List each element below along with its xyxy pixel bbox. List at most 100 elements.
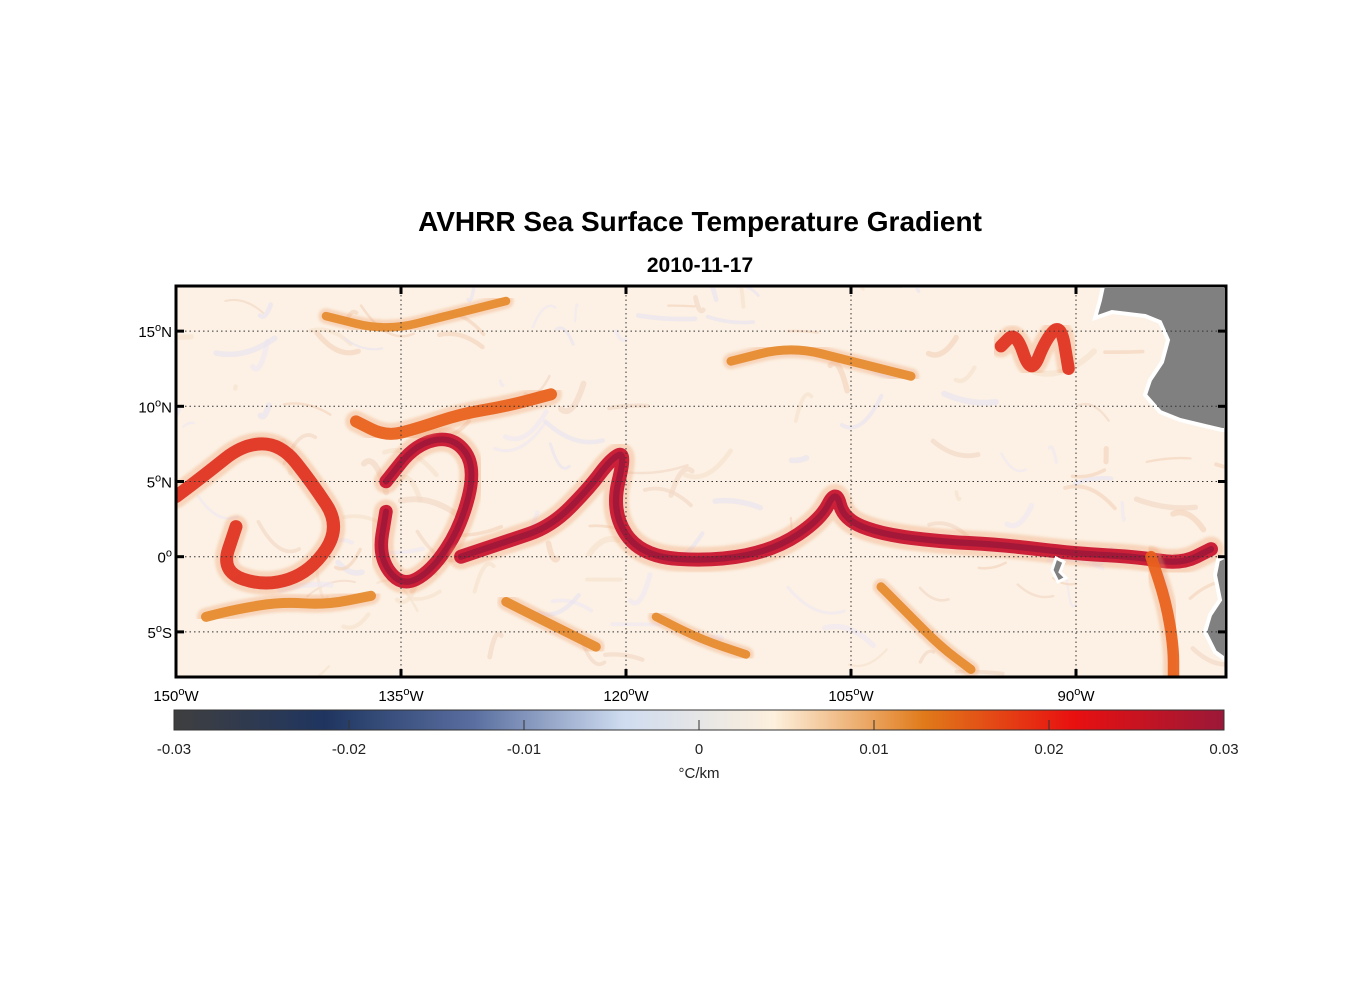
texture-streak xyxy=(1051,577,1077,586)
texture-streak xyxy=(667,304,696,308)
texture-streak xyxy=(712,497,763,511)
texture-streak xyxy=(333,547,362,571)
texture-streak xyxy=(614,329,628,343)
texture-streak xyxy=(1120,500,1126,522)
lon-label: 150oW xyxy=(153,686,199,705)
texture-streak xyxy=(603,652,645,662)
texture-streak xyxy=(182,421,195,428)
map-plot-area xyxy=(176,286,1226,677)
front-line xyxy=(350,388,557,440)
front-line xyxy=(876,582,976,674)
texture-streak xyxy=(1077,402,1110,422)
texture-streak xyxy=(628,572,653,606)
texture-streak xyxy=(314,330,361,356)
map-title: AVHRR Sea Surface Temperature Gradient xyxy=(418,206,982,237)
latitude-labels: 15oN 10oN 5oN 0o 5oS xyxy=(138,322,172,642)
texture-streak xyxy=(1145,456,1192,464)
front-line xyxy=(994,323,1075,375)
texture-streak xyxy=(793,392,814,423)
texture-streak xyxy=(341,612,371,630)
texture-streak xyxy=(335,559,365,576)
front-core xyxy=(378,436,475,585)
texture-streak xyxy=(224,298,265,314)
texture-streak xyxy=(930,438,981,459)
axis-ticks xyxy=(174,286,1226,677)
texture-streak xyxy=(256,519,301,554)
texture-streak xyxy=(554,326,575,346)
texture-streak xyxy=(607,403,650,411)
texture-streak xyxy=(693,295,706,314)
texture-streak xyxy=(1214,462,1226,470)
lon-label: 135oW xyxy=(378,686,424,705)
texture-streak xyxy=(437,331,485,350)
texture-streak xyxy=(642,486,693,508)
texture-streak xyxy=(543,419,605,445)
texture-streak xyxy=(1073,476,1114,486)
texture-streak xyxy=(531,304,557,329)
texture-streak xyxy=(822,623,876,648)
texture-streak xyxy=(1103,349,1145,355)
landmass xyxy=(902,286,1226,663)
texture-streak xyxy=(788,455,810,464)
texture-streak xyxy=(472,561,496,594)
texture-streak xyxy=(954,490,962,502)
south-america-coast xyxy=(1202,553,1226,663)
lon-label: 120oW xyxy=(603,686,649,705)
texture-streak xyxy=(668,466,695,498)
texture-streak xyxy=(1190,646,1226,667)
texture-streak xyxy=(466,286,476,303)
texture-streak xyxy=(709,286,719,303)
front-line xyxy=(1145,550,1180,677)
front-core xyxy=(457,451,1215,565)
texture-streak xyxy=(574,303,579,323)
texture-streak xyxy=(1047,445,1058,464)
lon-label: 90oW xyxy=(1058,686,1096,705)
galapagos-islands xyxy=(1050,555,1069,585)
texture-streak xyxy=(257,302,273,319)
front-line xyxy=(321,296,511,332)
colorbar-tick-label: 0.02 xyxy=(1034,741,1063,758)
texture-streak xyxy=(1070,468,1107,479)
front-line xyxy=(501,597,601,652)
map-subtitle: 2010-11-17 xyxy=(646,254,754,277)
texture-streak xyxy=(635,313,698,322)
lon-label: 105oW xyxy=(828,686,874,705)
texture-streak xyxy=(493,421,547,453)
texture-streak xyxy=(682,448,733,480)
texture-streak xyxy=(953,365,977,384)
colorbar-tick-label: -0.02 xyxy=(332,741,366,758)
texture-streak xyxy=(315,665,331,677)
texture-streak xyxy=(282,402,332,416)
texture-streak xyxy=(1063,484,1117,511)
colorbar-tick-label: -0.03 xyxy=(157,741,191,758)
longitude-labels: 150oW 135oW 120oW 105oW 90oW xyxy=(153,686,1095,705)
colorbar-ticks: -0.03 -0.02 -0.01 0 0.01 0.02 0.03 xyxy=(157,720,1239,758)
colorbar-tick-label: 0.03 xyxy=(1209,741,1238,758)
colorbar-tick-label: 0.01 xyxy=(859,741,888,758)
texture-streak xyxy=(918,649,936,664)
front-line xyxy=(726,345,916,381)
texture-streak xyxy=(786,585,846,615)
texture-streak xyxy=(847,648,888,668)
texture-streak xyxy=(213,335,278,358)
texture-streak xyxy=(925,334,959,358)
temperature-fronts xyxy=(176,293,1224,677)
lat-label: 10oN xyxy=(138,397,172,416)
texture-streak xyxy=(558,380,587,415)
front-line xyxy=(201,590,376,622)
texture-streak xyxy=(1016,583,1055,599)
texture-streak xyxy=(257,402,272,420)
lat-label: 0o xyxy=(158,548,172,567)
texture-streak xyxy=(1170,509,1207,533)
texture-streak xyxy=(487,631,504,660)
lat-label: 5oS xyxy=(148,623,172,642)
texture-streak xyxy=(1004,503,1035,529)
texture-streak xyxy=(408,589,442,601)
texture-streak xyxy=(545,540,561,563)
front-line xyxy=(651,612,751,659)
texture-streak xyxy=(1000,452,1027,473)
texture-streak xyxy=(941,390,999,406)
texture-streak xyxy=(918,586,950,602)
texture-streak xyxy=(977,561,1007,570)
